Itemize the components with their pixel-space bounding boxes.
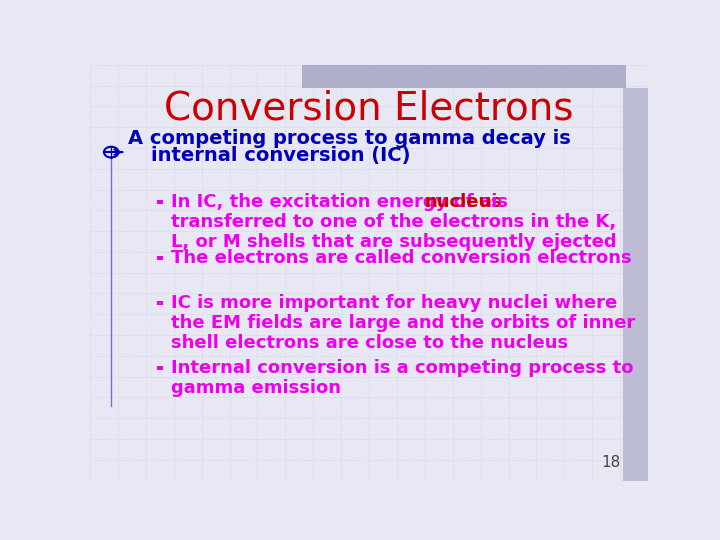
Bar <box>623 87 648 481</box>
Bar <box>157 200 163 204</box>
Text: the EM fields are large and the orbits of inner: the EM fields are large and the orbits o… <box>171 314 635 332</box>
Bar <box>157 301 163 305</box>
Text: internal conversion (IC): internal conversion (IC) <box>151 146 411 165</box>
Text: The electrons are called conversion electrons: The electrons are called conversion elec… <box>171 249 631 267</box>
Text: IC is more important for heavy nuclei where: IC is more important for heavy nuclei wh… <box>171 294 617 312</box>
Text: transferred to one of the electrons in the K,: transferred to one of the electrons in t… <box>171 213 616 231</box>
Bar <box>157 256 163 260</box>
Text: A competing process to gamma decay is: A competing process to gamma decay is <box>128 129 571 148</box>
Bar <box>157 366 163 370</box>
Text: Conversion Electrons: Conversion Electrons <box>164 90 574 127</box>
Text: is: is <box>485 193 508 211</box>
Text: L, or M shells that are subsequently ejected: L, or M shells that are subsequently eje… <box>171 233 616 251</box>
Text: Internal conversion is a competing process to: Internal conversion is a competing proce… <box>171 359 634 377</box>
Bar <box>302 65 626 87</box>
Text: gamma emission: gamma emission <box>171 379 341 397</box>
Text: shell electrons are close to the nucleus: shell electrons are close to the nucleus <box>171 334 568 352</box>
Text: In IC, the excitation energy of a: In IC, the excitation energy of a <box>171 193 498 211</box>
Text: nucleus: nucleus <box>425 193 503 211</box>
Text: 18: 18 <box>601 455 620 470</box>
